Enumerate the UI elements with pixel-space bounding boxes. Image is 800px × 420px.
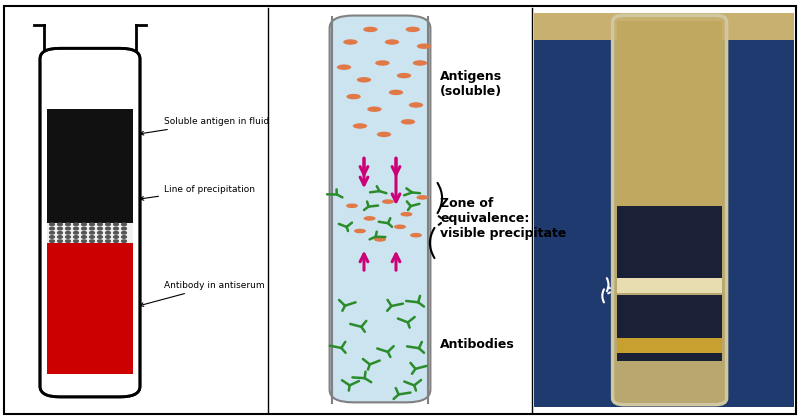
Circle shape [114, 236, 118, 238]
Circle shape [74, 240, 78, 242]
Ellipse shape [389, 89, 403, 95]
Circle shape [82, 227, 86, 230]
Circle shape [82, 223, 86, 226]
Ellipse shape [367, 106, 382, 112]
Circle shape [66, 240, 70, 242]
Text: Antibodies: Antibodies [440, 338, 514, 351]
Ellipse shape [401, 119, 415, 125]
Text: Zone of
equivalence:
visible precipitate: Zone of equivalence: visible precipitate [440, 197, 566, 240]
FancyBboxPatch shape [40, 48, 140, 397]
Ellipse shape [343, 39, 358, 45]
Circle shape [50, 223, 54, 226]
Text: Antibody in antiserum: Antibody in antiserum [140, 281, 265, 306]
Circle shape [114, 231, 118, 234]
Bar [47, 243, 133, 374]
Circle shape [122, 231, 126, 234]
Circle shape [122, 240, 126, 242]
Ellipse shape [406, 27, 420, 32]
Ellipse shape [382, 200, 394, 204]
Ellipse shape [377, 132, 391, 137]
Circle shape [50, 240, 54, 242]
Bar [534, 13, 794, 40]
Circle shape [82, 231, 86, 234]
Ellipse shape [400, 212, 413, 217]
Ellipse shape [410, 233, 422, 238]
Bar [618, 206, 722, 291]
Ellipse shape [413, 60, 427, 66]
Circle shape [98, 231, 102, 234]
Circle shape [106, 240, 110, 242]
Circle shape [98, 240, 102, 242]
Ellipse shape [337, 64, 351, 70]
Circle shape [90, 223, 94, 226]
Circle shape [66, 231, 70, 234]
Ellipse shape [374, 237, 386, 241]
Ellipse shape [363, 216, 376, 221]
Circle shape [74, 231, 78, 234]
Circle shape [114, 227, 118, 230]
Ellipse shape [346, 203, 358, 208]
Circle shape [98, 223, 102, 226]
Text: Antigens
(soluble): Antigens (soluble) [440, 70, 502, 98]
Text: Line of precipitation: Line of precipitation [140, 184, 255, 200]
Text: Soluble antigen in fluid: Soluble antigen in fluid [140, 117, 270, 135]
Bar [47, 219, 133, 243]
Circle shape [82, 236, 86, 238]
Bar [47, 109, 133, 223]
Ellipse shape [353, 123, 367, 129]
Circle shape [50, 227, 54, 230]
Ellipse shape [354, 229, 366, 234]
Circle shape [90, 240, 94, 242]
Bar [534, 13, 794, 407]
Circle shape [82, 240, 86, 242]
Circle shape [114, 240, 118, 242]
Ellipse shape [417, 44, 431, 49]
Circle shape [58, 240, 62, 242]
Ellipse shape [375, 60, 390, 66]
Circle shape [106, 231, 110, 234]
Circle shape [90, 236, 94, 238]
Ellipse shape [363, 27, 378, 32]
Bar [618, 278, 722, 293]
Circle shape [66, 223, 70, 226]
Circle shape [90, 231, 94, 234]
Circle shape [50, 236, 54, 238]
Circle shape [106, 236, 110, 238]
Circle shape [58, 231, 62, 234]
Ellipse shape [357, 77, 371, 82]
FancyBboxPatch shape [613, 15, 726, 405]
Circle shape [114, 223, 118, 226]
Circle shape [58, 223, 62, 226]
Ellipse shape [397, 73, 411, 78]
Circle shape [66, 227, 70, 230]
Circle shape [98, 236, 102, 238]
Ellipse shape [417, 195, 429, 200]
Circle shape [74, 236, 78, 238]
Ellipse shape [394, 224, 406, 229]
Circle shape [50, 231, 54, 234]
FancyBboxPatch shape [330, 16, 430, 402]
Ellipse shape [346, 94, 361, 100]
Circle shape [90, 227, 94, 230]
Ellipse shape [409, 102, 423, 108]
Bar [618, 295, 722, 361]
FancyBboxPatch shape [4, 6, 796, 414]
Circle shape [122, 236, 126, 238]
Bar [618, 338, 722, 353]
Circle shape [106, 223, 110, 226]
Circle shape [74, 223, 78, 226]
Bar [618, 21, 722, 206]
Circle shape [58, 236, 62, 238]
Circle shape [98, 227, 102, 230]
Circle shape [122, 227, 126, 230]
Circle shape [122, 223, 126, 226]
Circle shape [58, 227, 62, 230]
Circle shape [106, 227, 110, 230]
Ellipse shape [385, 39, 399, 45]
Circle shape [74, 227, 78, 230]
Circle shape [66, 236, 70, 238]
